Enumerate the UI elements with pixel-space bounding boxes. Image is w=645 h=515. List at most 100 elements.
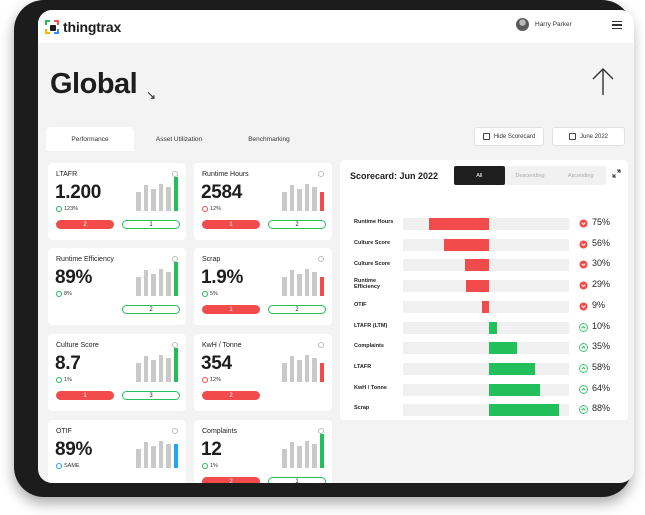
red-count-pill[interactable]: 1 <box>202 305 260 314</box>
scorecard-bar <box>489 362 536 375</box>
scorecard-row[interactable]: Culture Score 30% <box>340 255 628 273</box>
kpi-sparkbar-chart <box>282 348 324 382</box>
spark-bar <box>289 356 294 382</box>
scorecard-row-percent: 64% <box>592 382 611 393</box>
info-icon[interactable] <box>172 342 178 348</box>
tab-performance[interactable]: Performance <box>46 127 134 151</box>
spark-bar <box>173 177 178 211</box>
info-icon[interactable] <box>318 171 324 177</box>
spark-bar <box>282 192 287 211</box>
sort-option-ascending[interactable]: Ascending <box>567 172 594 179</box>
red-count-pill[interactable]: 1 <box>202 220 260 229</box>
chevron-up-circle-icon <box>579 405 588 415</box>
spark-bar <box>158 355 163 382</box>
scorecard-row-label: Runtime Hours <box>354 219 394 226</box>
scorecard-row-label: Culture Score <box>354 239 391 246</box>
green-count-pill[interactable]: 2 <box>268 305 326 314</box>
red-count-pill[interactable]: 2 <box>202 477 260 483</box>
sort-option-descending[interactable]: Descending <box>515 172 545 179</box>
green-count-pill[interactable]: 1 <box>268 477 326 483</box>
date-picker-button[interactable]: June 2022 <box>552 127 625 146</box>
spark-bar <box>173 262 178 296</box>
chevron-down-circle-icon <box>579 260 588 269</box>
info-icon[interactable] <box>172 256 178 262</box>
sort-option-all[interactable]: All <box>454 166 505 185</box>
tab-asset-utilization[interactable]: Asset Utilization <box>155 135 203 143</box>
hide-scorecard-button[interactable]: Hide Scorecard <box>474 127 544 146</box>
arrow-up-icon[interactable] <box>590 67 616 97</box>
scorecard-bar-track <box>403 259 569 272</box>
green-count-pill[interactable]: 3 <box>122 391 180 400</box>
spark-bar <box>304 269 309 296</box>
tab-benchmarking[interactable]: Benchmarking <box>248 135 290 143</box>
info-icon[interactable] <box>318 428 324 434</box>
spark-bar <box>304 355 309 382</box>
info-icon[interactable] <box>318 342 324 348</box>
kpi-card[interactable]: Runtime Efficiency 89% 8% 2 <box>48 248 186 325</box>
logo[interactable]: thingtrax <box>45 19 121 35</box>
kpi-change-value: SAME <box>64 463 80 469</box>
trend-down-icon <box>202 377 208 383</box>
spark-bar <box>282 449 287 468</box>
info-icon[interactable] <box>172 171 178 177</box>
red-count-pill[interactable]: 2 <box>202 391 260 400</box>
scorecard-bar-track <box>403 280 569 293</box>
kpi-card[interactable]: KwH / Tonne 354 12% 2 <box>194 334 332 411</box>
kpi-card[interactable]: Culture Score 8.7 1% 1 3 <box>48 334 186 411</box>
kpi-card[interactable]: OTIF 89% SAME <box>48 420 186 483</box>
spark-bar <box>319 277 324 296</box>
scorecard-bar-track <box>403 238 569 251</box>
spark-bar <box>158 441 163 468</box>
chevron-up-circle-icon <box>579 322 588 332</box>
scorecard-bar <box>489 404 560 417</box>
scorecard-bar <box>489 342 517 355</box>
kpi-card[interactable]: LTAFR 1.200 123% 2 1 <box>48 163 186 240</box>
hamburger-menu-icon[interactable] <box>612 21 622 29</box>
spark-bar <box>151 274 156 296</box>
scorecard-bar-track <box>403 342 569 355</box>
user-menu[interactable]: Harry Parker <box>516 18 572 31</box>
scorecard-row-label: OTIF <box>354 301 367 308</box>
scorecard-row[interactable]: LTAFR (LTM) 10% <box>340 318 628 336</box>
kpi-card[interactable]: Scrap 1.9% 5% 1 2 <box>194 248 332 325</box>
expand-icon[interactable] <box>612 169 621 178</box>
scorecard-row[interactable]: Scrap 88% <box>340 400 628 418</box>
scorecard-row[interactable]: Runtime Hours 75% <box>340 214 628 232</box>
scorecard-row[interactable]: LTAFR 58% <box>340 359 628 377</box>
green-count-pill[interactable]: 2 <box>122 305 180 314</box>
red-count-pill[interactable]: 1 <box>56 391 114 400</box>
scorecard-row-label: KwH / Tonne <box>354 384 387 391</box>
info-icon[interactable] <box>318 256 324 262</box>
spark-bar <box>312 187 317 211</box>
hide-scorecard-label: Hide Scorecard <box>493 133 536 140</box>
scorecard-bar <box>481 300 489 313</box>
red-count-pill[interactable]: 2 <box>56 220 114 229</box>
spark-bar <box>136 449 141 468</box>
logo-text: thingtrax <box>63 19 122 35</box>
spark-bar <box>297 360 302 382</box>
green-count-pill[interactable]: 2 <box>268 220 326 229</box>
info-icon[interactable] <box>172 428 178 434</box>
scorecard-row-label: Scrap <box>354 405 370 412</box>
scorecard-row[interactable]: KwH / Tonne 64% <box>340 380 628 398</box>
scorecard-bar-track <box>403 362 569 375</box>
scorecard-row-percent: 56% <box>592 237 611 248</box>
spark-bar <box>297 446 302 468</box>
user-name: Harry Parker <box>535 21 572 28</box>
arrow-down-right-icon[interactable]: ↘ <box>146 88 157 102</box>
kpi-sparkbar-chart <box>282 177 324 211</box>
scorecard-row-percent: 29% <box>592 279 611 290</box>
spark-bar <box>173 348 178 382</box>
green-count-pill[interactable]: 1 <box>122 220 180 229</box>
kpi-card[interactable]: Runtime Hours 2584 12% 1 2 <box>194 163 332 240</box>
kpi-card[interactable]: Complaints 12 1% 2 1 <box>194 420 332 483</box>
scorecard-row[interactable]: OTIF 9% <box>340 297 628 315</box>
scorecard-row[interactable]: Culture Score 56% <box>340 235 628 253</box>
spark-bar <box>151 446 156 468</box>
scorecard-row[interactable]: Complaints 35% <box>340 338 628 356</box>
kpi-name: LTAFR <box>56 171 78 178</box>
trend-up-icon <box>56 377 62 383</box>
kpi-change-value: 12% <box>210 206 222 212</box>
kpi-change: 8% <box>56 291 72 297</box>
scorecard-row[interactable]: Runtime Efficiency 29% <box>340 276 628 294</box>
